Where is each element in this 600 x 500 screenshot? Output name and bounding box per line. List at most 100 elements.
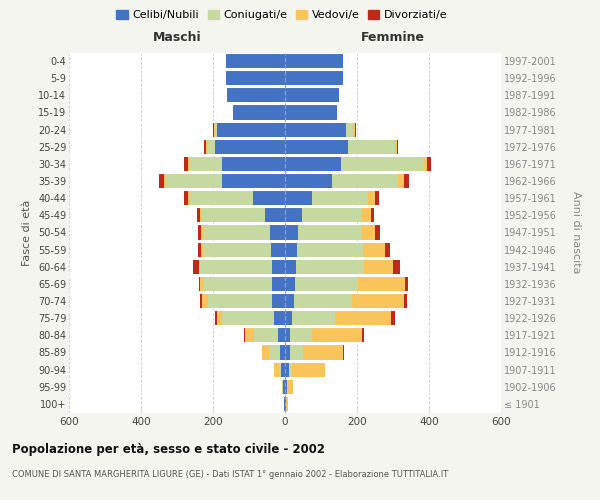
Bar <box>197 242 201 256</box>
Bar <box>166 174 222 188</box>
Bar <box>204 277 272 291</box>
Bar <box>199 260 200 274</box>
Bar <box>363 242 385 256</box>
Bar <box>385 242 390 256</box>
Bar <box>190 191 253 205</box>
Bar <box>222 157 285 171</box>
Bar <box>346 122 353 136</box>
Bar <box>184 157 188 171</box>
Bar <box>296 242 363 256</box>
Bar <box>285 242 296 256</box>
Bar <box>294 294 352 308</box>
Bar <box>332 174 398 188</box>
Bar <box>427 157 431 171</box>
Bar <box>292 362 325 376</box>
Bar <box>285 362 289 376</box>
Bar <box>197 208 200 222</box>
Bar <box>159 174 164 188</box>
Bar <box>202 208 265 222</box>
Bar <box>292 311 335 325</box>
Bar <box>199 277 200 291</box>
Bar <box>398 174 404 188</box>
Bar <box>284 397 285 411</box>
Bar <box>200 260 272 274</box>
Bar <box>285 106 337 120</box>
Y-axis label: Anni di nascita: Anni di nascita <box>571 191 581 274</box>
Bar <box>362 328 364 342</box>
Bar <box>226 71 285 85</box>
Bar <box>278 328 285 342</box>
Bar <box>184 191 188 205</box>
Bar <box>362 226 375 239</box>
Bar <box>200 208 202 222</box>
Bar <box>214 122 215 136</box>
Bar <box>285 277 295 291</box>
Bar <box>395 140 397 154</box>
Bar <box>202 294 208 308</box>
Bar <box>355 122 356 136</box>
Text: Maschi: Maschi <box>152 31 202 44</box>
Bar <box>362 208 371 222</box>
Bar <box>274 311 285 325</box>
Bar <box>270 226 285 239</box>
Bar <box>391 311 395 325</box>
Bar <box>226 54 285 68</box>
Bar <box>198 226 202 239</box>
Bar <box>285 140 348 154</box>
Bar <box>281 362 285 376</box>
Bar <box>227 88 285 102</box>
Bar <box>393 260 400 274</box>
Bar <box>283 380 285 394</box>
Bar <box>233 106 285 120</box>
Bar <box>190 157 222 171</box>
Bar <box>208 294 272 308</box>
Bar <box>245 328 254 342</box>
Bar <box>285 380 287 394</box>
Bar <box>274 362 278 376</box>
Bar <box>244 328 245 342</box>
Bar <box>282 380 283 394</box>
Bar <box>289 362 292 376</box>
Bar <box>285 174 332 188</box>
Bar <box>285 157 341 171</box>
Bar <box>286 397 287 411</box>
Bar <box>222 174 285 188</box>
Bar <box>287 380 293 394</box>
Bar <box>222 311 274 325</box>
Bar <box>200 277 204 291</box>
Text: Femmine: Femmine <box>361 31 425 44</box>
Bar <box>206 140 208 154</box>
Bar <box>352 294 404 308</box>
Bar <box>296 260 364 274</box>
Bar <box>253 191 285 205</box>
Bar <box>200 294 202 308</box>
Bar <box>303 346 343 360</box>
Y-axis label: Fasce di età: Fasce di età <box>22 200 32 266</box>
Bar <box>265 208 285 222</box>
Bar <box>203 242 271 256</box>
Bar <box>193 260 199 274</box>
Bar <box>280 346 285 360</box>
Bar <box>375 226 380 239</box>
Bar <box>405 277 409 291</box>
Bar <box>285 311 292 325</box>
Bar <box>404 174 409 188</box>
Bar <box>371 208 374 222</box>
Bar <box>217 311 222 325</box>
Bar <box>368 191 375 205</box>
Bar <box>188 157 190 171</box>
Bar <box>285 88 339 102</box>
Bar <box>375 191 379 205</box>
Bar <box>272 277 285 291</box>
Bar <box>353 122 355 136</box>
Bar <box>285 294 294 308</box>
Bar <box>215 311 217 325</box>
Bar <box>348 140 395 154</box>
Bar <box>335 311 391 325</box>
Bar <box>285 346 290 360</box>
Bar <box>271 242 285 256</box>
Text: COMUNE DI SANTA MARGHERITA LIGURE (GE) - Dati ISTAT 1° gennaio 2002 - Elaborazio: COMUNE DI SANTA MARGHERITA LIGURE (GE) -… <box>12 470 448 479</box>
Bar <box>285 260 296 274</box>
Bar <box>285 208 302 222</box>
Bar <box>285 328 290 342</box>
